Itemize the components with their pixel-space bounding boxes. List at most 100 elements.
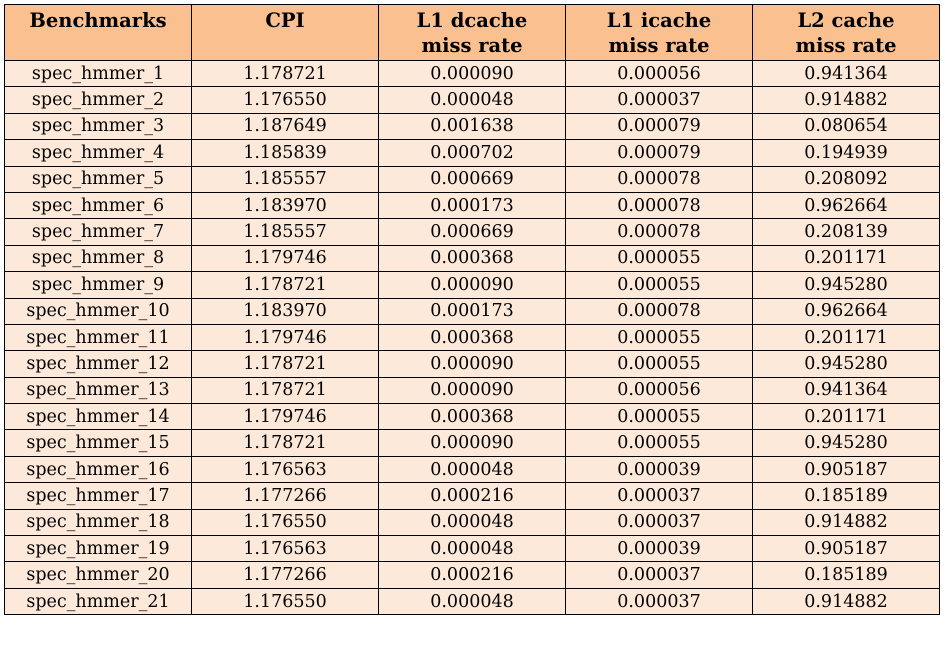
header-cpi: CPI [191,4,379,61]
cell-benchmark: spec_hmmer_18 [4,508,192,537]
cell-l1-icache-miss-rate: 0.000078 [565,165,753,193]
cell-l1-dcache-miss-rate: 0.000090 [378,429,566,457]
cell-benchmark: spec_hmmer_11 [4,323,192,352]
table-container: Benchmarks CPI L1 dcache miss rate L1 icache… [4,4,940,616]
table-row: spec_hmmer_1 1.178721 0.000090 0.000056 0.94… [4,59,940,88]
cell-l1-icache-miss-rate: 0.000055 [565,350,753,378]
cell-l2-cache-miss-rate: 0.208139 [752,218,940,246]
table-body: spec_hmmer_1 1.178721 0.000090 0.000056 0.94… [4,59,940,616]
table-row: spec_hmmer_11 1.179746 0.000368 0.000055 0.2… [4,323,940,352]
cell-benchmark: spec_hmmer_8 [4,244,192,273]
cell-l1-icache-miss-rate: 0.000055 [565,403,753,431]
cell-cpi: 1.176550 [191,508,379,537]
header-l2-cache-miss-rate: L2 cache miss rate [752,4,940,61]
cell-benchmark: spec_hmmer_6 [4,191,192,220]
cell-l2-cache-miss-rate: 0.962664 [752,191,940,220]
benchmark-table: Benchmarks CPI L1 dcache miss rate L1 icache… [4,4,940,616]
cell-benchmark: spec_hmmer_7 [4,218,192,246]
cell-l1-dcache-miss-rate: 0.000048 [378,535,566,563]
cell-l1-dcache-miss-rate: 0.000048 [378,587,566,616]
cell-benchmark: spec_hmmer_9 [4,271,192,299]
header-row: Benchmarks CPI L1 dcache miss rate L1 icache… [4,4,940,61]
cell-l1-dcache-miss-rate: 0.000173 [378,297,566,325]
cell-l2-cache-miss-rate: 0.185189 [752,561,940,589]
cell-l2-cache-miss-rate: 0.941364 [752,376,940,405]
cell-cpi: 1.176550 [191,86,379,114]
table-row: spec_hmmer_18 1.176550 0.000048 0.000037 0.9… [4,508,940,537]
cell-l2-cache-miss-rate: 0.201171 [752,244,940,273]
cell-cpi: 1.176563 [191,455,379,484]
cell-l1-icache-miss-rate: 0.000037 [565,508,753,537]
cell-benchmark: spec_hmmer_12 [4,350,192,378]
cell-l1-dcache-miss-rate: 0.000216 [378,482,566,510]
cell-l1-dcache-miss-rate: 0.000216 [378,561,566,589]
cell-l2-cache-miss-rate: 0.941364 [752,59,940,88]
cell-cpi: 1.177266 [191,561,379,589]
table-row: spec_hmmer_16 1.176563 0.000048 0.000039 0.9… [4,455,940,484]
cell-cpi: 1.178721 [191,350,379,378]
cell-l1-dcache-miss-rate: 0.000368 [378,403,566,431]
cell-cpi: 1.178721 [191,271,379,299]
cell-l2-cache-miss-rate: 0.185189 [752,482,940,510]
cell-l1-dcache-miss-rate: 0.000173 [378,191,566,220]
table-row: spec_hmmer_21 1.176550 0.000048 0.000037 0.9… [4,587,940,616]
cell-l2-cache-miss-rate: 0.945280 [752,271,940,299]
cell-cpi: 1.183970 [191,297,379,325]
cell-cpi: 1.178721 [191,429,379,457]
cell-l1-icache-miss-rate: 0.000037 [565,561,753,589]
cell-l1-dcache-miss-rate: 0.000702 [378,139,566,167]
table-row: spec_hmmer_19 1.176563 0.000048 0.000039 0.9… [4,535,940,563]
cell-cpi: 1.178721 [191,59,379,88]
cell-cpi: 1.185839 [191,139,379,167]
cell-l1-icache-miss-rate: 0.000078 [565,218,753,246]
cell-cpi: 1.179746 [191,244,379,273]
cell-l1-dcache-miss-rate: 0.000669 [378,218,566,246]
cell-benchmark: spec_hmmer_21 [4,587,192,616]
cell-benchmark: spec_hmmer_14 [4,403,192,431]
table-row: spec_hmmer_4 1.185839 0.000702 0.000079 0.19… [4,139,940,167]
cell-benchmark: spec_hmmer_2 [4,86,192,114]
cell-cpi: 1.179746 [191,323,379,352]
cell-cpi: 1.176563 [191,535,379,563]
cell-benchmark: spec_hmmer_1 [4,59,192,88]
cell-cpi: 1.177266 [191,482,379,510]
cell-cpi: 1.179746 [191,403,379,431]
cell-l1-icache-miss-rate: 0.000037 [565,86,753,114]
cell-l1-dcache-miss-rate: 0.000048 [378,455,566,484]
cell-l1-dcache-miss-rate: 0.000090 [378,59,566,88]
cell-cpi: 1.176550 [191,587,379,616]
cell-l2-cache-miss-rate: 0.914882 [752,86,940,114]
table-row: spec_hmmer_9 1.178721 0.000090 0.000055 0.94… [4,271,940,299]
cell-benchmark: spec_hmmer_19 [4,535,192,563]
cell-cpi: 1.187649 [191,112,379,141]
cell-l2-cache-miss-rate: 0.201171 [752,323,940,352]
cell-l1-icache-miss-rate: 0.000056 [565,59,753,88]
cell-l1-icache-miss-rate: 0.000055 [565,244,753,273]
cell-l1-dcache-miss-rate: 0.000090 [378,271,566,299]
cell-l2-cache-miss-rate: 0.914882 [752,508,940,537]
table-row: spec_hmmer_15 1.178721 0.000090 0.000055 0.9… [4,429,940,457]
table-row: spec_hmmer_13 1.178721 0.000090 0.000056 0.9… [4,376,940,405]
table-row: spec_hmmer_17 1.177266 0.000216 0.000037 0.1… [4,482,940,510]
cell-l2-cache-miss-rate: 0.905187 [752,455,940,484]
cell-l1-icache-miss-rate: 0.000055 [565,323,753,352]
cell-cpi: 1.185557 [191,165,379,193]
cell-l1-dcache-miss-rate: 0.000368 [378,323,566,352]
cell-l2-cache-miss-rate: 0.194939 [752,139,940,167]
table-row: spec_hmmer_12 1.178721 0.000090 0.000055 0.9… [4,350,940,378]
cell-l1-icache-miss-rate: 0.000078 [565,297,753,325]
cell-benchmark: spec_hmmer_4 [4,139,192,167]
cell-benchmark: spec_hmmer_17 [4,482,192,510]
cell-benchmark: spec_hmmer_20 [4,561,192,589]
cell-l1-dcache-miss-rate: 0.001638 [378,112,566,141]
table-row: spec_hmmer_20 1.177266 0.000216 0.000037 0.1… [4,561,940,589]
header-l1-dcache-miss-rate: L1 dcache miss rate [378,4,566,61]
cell-l2-cache-miss-rate: 0.208092 [752,165,940,193]
cell-l1-dcache-miss-rate: 0.000090 [378,376,566,405]
cell-l1-dcache-miss-rate: 0.000669 [378,165,566,193]
cell-l1-icache-miss-rate: 0.000037 [565,587,753,616]
cell-benchmark: spec_hmmer_16 [4,455,192,484]
cell-benchmark: spec_hmmer_5 [4,165,192,193]
cell-l1-icache-miss-rate: 0.000039 [565,535,753,563]
table-row: spec_hmmer_10 1.183970 0.000173 0.000078 0.9… [4,297,940,325]
